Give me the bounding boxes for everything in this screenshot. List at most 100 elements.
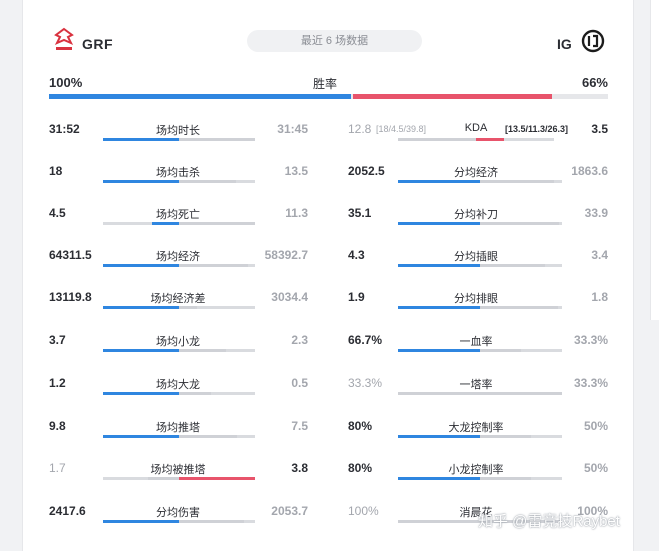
win-rate-right: 66% [581, 75, 608, 90]
stat-left-value: 80% [348, 461, 373, 475]
stat-left-value: 66.7% [348, 333, 383, 347]
stat-row: 35.1 分均补刀 33.9 [348, 206, 608, 248]
stat-label: 分均排眼 [454, 293, 498, 305]
stat-right-value: 2053.7 [271, 504, 308, 518]
stat-left-bar [398, 264, 480, 267]
stat-left-bar [103, 306, 179, 309]
stat-label: 一血率 [459, 336, 493, 348]
kda-left-value: 12.8 [348, 122, 372, 136]
stat-row: 64311.5 场均经济 58392.7 [49, 248, 308, 290]
stat-left-bar [398, 180, 480, 183]
stat-label: 分均补刀 [454, 209, 498, 221]
stat-right-value: 3034.4 [271, 290, 308, 304]
stat-left-bar [398, 349, 480, 352]
stat-left-value: 100% [348, 504, 379, 518]
stat-right-bar [179, 520, 244, 523]
stat-label: 场均经济 [156, 251, 200, 263]
stat-right-bar [480, 264, 545, 267]
stat-row: 1.2 场均大龙 0.5 [49, 376, 308, 418]
stat-left-value: 31:52 [49, 122, 80, 136]
stat-left-bar [103, 349, 179, 352]
stat-right-value: 0.5 [291, 376, 308, 390]
stat-right-bar [179, 477, 255, 480]
stat-left-bar [398, 520, 480, 523]
stat-label: 分均伤害 [156, 507, 200, 519]
stat-left-value: 13119.8 [49, 290, 92, 304]
stat-left-value: 1.2 [49, 376, 66, 390]
stat-row: 2417.6 分均伤害 2053.7 [49, 504, 308, 546]
stat-right-value: 1.8 [591, 290, 608, 304]
stat-row: 4.3 分均插眼 3.4 [348, 248, 608, 290]
stat-left-bar [103, 392, 179, 395]
kda-right-bar [476, 138, 504, 141]
stat-left-bar [148, 477, 179, 480]
ig-logo-icon [581, 29, 605, 53]
stat-left-value: 18 [49, 164, 63, 178]
stat-right-bar [179, 392, 211, 395]
stat-left-value: 9.8 [49, 419, 66, 433]
watermark: 知乎 @雷竞技Raybet [478, 513, 620, 530]
stat-left-bar [398, 392, 480, 395]
stat-right-value: 13.5 [284, 164, 308, 178]
win-rate-label: 胜率 [313, 77, 338, 91]
period-selector[interactable]: 最近 6 场数据 [247, 30, 422, 52]
kda-right-detail: [13.5/11.3/26.3] [505, 124, 569, 134]
stat-right-value: 1863.6 [571, 164, 608, 178]
kda-label: KDA [464, 122, 488, 134]
stat-right-value: 31:45 [277, 122, 308, 136]
stat-row: 66.7% 一血率 33.3% [348, 333, 608, 375]
stat-label: 消晨花 [459, 507, 493, 519]
stat-right-bar [179, 180, 236, 183]
stat-row: 100% 消晨花 100% [348, 504, 608, 546]
stat-right-bar [179, 264, 248, 267]
stat-right-bar [480, 180, 554, 183]
stat-right-bar [480, 349, 521, 352]
stat-row: 80% 小龙控制率 50% [348, 461, 608, 503]
win-rate-left: 100% [49, 75, 83, 90]
stat-left-bar [152, 222, 179, 225]
stat-label: 小龙控制率 [448, 464, 504, 476]
grf-logo-icon [54, 27, 74, 50]
stat-right-value: 2.3 [291, 333, 308, 347]
win-rate-left-bar [49, 94, 351, 99]
stat-row: 4.5 场均死亡 11.3 [49, 206, 308, 248]
stat-label: 大龙控制率 [448, 422, 504, 434]
stat-left-value: 3.7 [49, 333, 66, 347]
stat-label: 场均被推塔 [150, 464, 206, 476]
stat-left-bar [398, 222, 480, 225]
stat-left-value: 80% [348, 419, 373, 433]
stat-label: 一塔率 [459, 379, 493, 391]
stat-left-bar [103, 435, 179, 438]
stat-label: 场均大龙 [156, 379, 200, 391]
stat-right-bar [480, 520, 562, 523]
stat-right-value: 50% [583, 461, 608, 475]
stat-right-value: 3.8 [291, 461, 308, 475]
stat-row: 18 场均击杀 13.5 [49, 164, 308, 206]
stat-right-bar [480, 222, 559, 225]
stat-row: 1.9 分均排眼 1.8 [348, 290, 608, 332]
stat-right-value: 11.3 [285, 206, 308, 220]
stat-row: 2052.5 分均经济 1863.6 [348, 164, 608, 206]
stat-row: 33.3% 一塔率 33.3% [348, 376, 608, 418]
stat-label: 场均推塔 [156, 422, 200, 434]
stat-left-bar [103, 138, 179, 141]
stat-left-value: 35.1 [348, 206, 372, 220]
right-team-name: IG [557, 36, 572, 52]
stat-label: 场均小龙 [156, 336, 200, 348]
stat-left-value: 1.7 [49, 461, 66, 475]
stat-right-bar [480, 306, 558, 309]
stat-right-value: 33.3% [573, 333, 608, 347]
stat-right-bar [480, 392, 562, 395]
stat-row: 31:52 场均时长 31:45 [49, 122, 308, 164]
stat-right-bar [179, 349, 226, 352]
left-team-name: GRF [82, 36, 114, 52]
stat-row: 3.7 场均小龙 2.3 [49, 333, 308, 375]
kda-row: 12.8 [18/4.5/39.8] KDA [13.5/11.3/26.3] 3.5 [348, 122, 608, 164]
stat-label: 分均插眼 [454, 251, 498, 263]
win-rate-right-bar [353, 94, 552, 99]
stat-right-bar [480, 435, 531, 438]
stat-left-value: 33.3% [348, 376, 383, 390]
stat-label: 场均死亡 [156, 209, 200, 221]
stat-right-value: 58392.7 [264, 248, 308, 262]
stat-label: 场均时长 [156, 125, 200, 137]
